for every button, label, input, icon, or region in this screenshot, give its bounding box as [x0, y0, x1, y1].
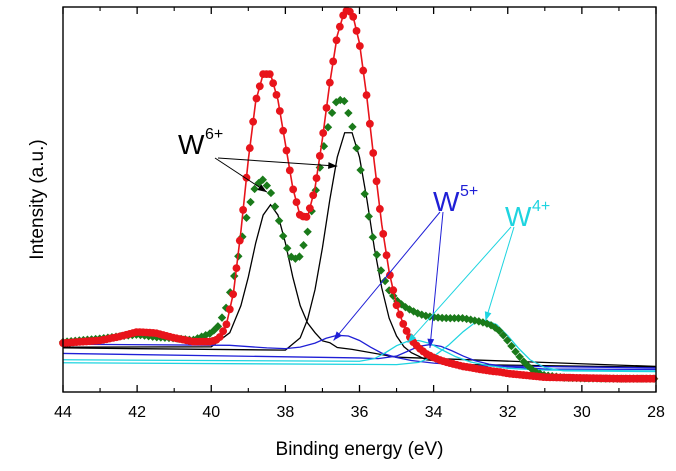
green-marker-66 — [327, 108, 337, 118]
green-marker-60 — [303, 227, 312, 236]
x-tick-label-4: 36 — [351, 404, 369, 421]
green-marker-107 — [495, 326, 504, 335]
series-line-2 — [62, 203, 657, 368]
x-tick-label-2: 40 — [202, 404, 220, 421]
green-marker-79 — [380, 276, 390, 286]
annotation-w5: W 5+ — [433, 183, 478, 217]
green-marker-54 — [278, 231, 288, 241]
annotation-arrow-4 — [407, 226, 512, 344]
x-tick-label-8: 28 — [647, 404, 665, 421]
green-marker-111 — [511, 347, 520, 356]
green-marker-67 — [331, 98, 341, 107]
annotation-arrowhead-3 — [427, 338, 435, 348]
annotation-arrow-5 — [485, 226, 515, 321]
series-line-0 — [62, 9, 656, 380]
green-marker-39 — [217, 313, 227, 322]
annotation-w4: W 4+ — [505, 198, 550, 232]
green-marker-64 — [319, 142, 329, 151]
green-marker-76 — [368, 232, 378, 242]
annotation-w4-sup: 4+ — [532, 198, 550, 215]
green-marker-45 — [242, 213, 251, 222]
annotation-arrowhead-5 — [484, 311, 492, 321]
green-marker-52 — [270, 202, 280, 211]
green-marker-74 — [360, 189, 369, 199]
annotation-arrows — [214, 157, 515, 348]
x-tick-label-7: 30 — [573, 404, 591, 421]
green-marker-75 — [364, 212, 373, 221]
x-tick-label-1: 42 — [128, 404, 146, 421]
green-marker-53 — [274, 216, 284, 225]
annotation-arrowhead-4 — [407, 333, 417, 343]
annotation-arrow-0 — [214, 157, 268, 193]
x-tick-label-0: 44 — [54, 404, 72, 421]
green-marker-69 — [340, 96, 349, 106]
annotation-arrow-2 — [333, 211, 441, 341]
green-marker-55 — [283, 244, 292, 253]
series-line-4 — [62, 334, 657, 369]
annotation-w5-sup: 5+ — [460, 183, 478, 200]
green-marker-38 — [213, 322, 223, 331]
x-tick-label-5: 34 — [425, 404, 443, 421]
green-marker-77 — [372, 250, 382, 259]
x-tick-label-6: 32 — [499, 404, 517, 421]
green-marker-113 — [519, 357, 528, 366]
annotation-arrowhead-2 — [333, 331, 342, 341]
annotation-arrowhead-0 — [257, 184, 267, 193]
green-marker-48 — [254, 178, 263, 188]
green-marker-116 — [531, 367, 541, 376]
green-marker-47 — [250, 184, 259, 194]
green-marker-78 — [376, 266, 386, 275]
green-marker-50 — [262, 181, 272, 190]
x-axis-title: Binding energy (eV) — [276, 439, 444, 460]
annotation-w6-sup: 6+ — [205, 126, 223, 143]
green-marker-108 — [499, 331, 508, 340]
green-marker-58 — [295, 252, 304, 261]
green-marker-70 — [344, 108, 353, 118]
green-marker-110 — [507, 341, 516, 351]
green-marker-73 — [356, 165, 365, 175]
annotation-w5-label: W — [433, 186, 460, 217]
green-marker-71 — [348, 122, 357, 132]
annotation-w6-label: W — [178, 129, 205, 160]
green-marker-51 — [266, 188, 276, 198]
x-axis-ticks: 44 42 40 38 36 34 32 30 28 — [54, 7, 665, 421]
annotation-arrowhead-1 — [328, 162, 338, 169]
green-marker-59 — [299, 241, 308, 250]
green-marker-46 — [246, 197, 255, 207]
green-marker-112 — [515, 352, 524, 361]
green-marker-109 — [503, 336, 512, 345]
y-axis-title: Intensity (a.u.) — [27, 139, 48, 259]
annotation-arrow-3 — [429, 211, 444, 348]
annotation-arrow-1 — [217, 157, 338, 167]
x-tick-label-3: 38 — [276, 404, 294, 421]
green-marker-65 — [323, 123, 333, 132]
green-marker-35 — [201, 330, 210, 340]
green-marker-49 — [258, 175, 267, 184]
annotation-w4-label: W — [505, 201, 532, 232]
annotation-w6: W 6+ — [178, 126, 223, 160]
series-line-5 — [62, 343, 657, 371]
green-marker-72 — [352, 143, 361, 153]
green-marker-44 — [238, 232, 247, 241]
series-layer — [58, 6, 659, 383]
